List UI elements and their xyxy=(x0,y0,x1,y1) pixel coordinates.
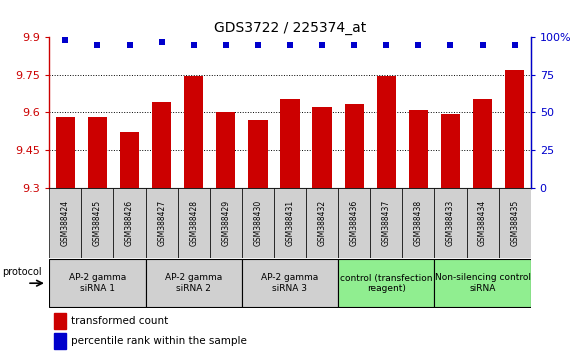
Bar xyxy=(441,114,460,188)
Text: GSM388432: GSM388432 xyxy=(318,200,327,246)
Point xyxy=(446,42,455,47)
Bar xyxy=(434,188,466,258)
Text: GSM388435: GSM388435 xyxy=(510,200,519,246)
Bar xyxy=(54,313,66,329)
Point xyxy=(93,42,102,47)
Bar xyxy=(338,259,434,307)
Bar xyxy=(345,104,364,188)
Text: GSM388425: GSM388425 xyxy=(93,200,102,246)
Bar xyxy=(376,76,396,188)
Bar xyxy=(177,188,210,258)
Text: GSM388428: GSM388428 xyxy=(189,200,198,246)
Bar xyxy=(120,132,139,188)
Text: GSM388426: GSM388426 xyxy=(125,200,134,246)
Text: GSM388434: GSM388434 xyxy=(478,200,487,246)
Text: AP-2 gamma
siRNA 2: AP-2 gamma siRNA 2 xyxy=(165,274,222,293)
Text: control (transfection
reagent): control (transfection reagent) xyxy=(340,274,433,293)
Text: GSM388438: GSM388438 xyxy=(414,200,423,246)
Text: AP-2 gamma
siRNA 1: AP-2 gamma siRNA 1 xyxy=(69,274,126,293)
Text: GSM388433: GSM388433 xyxy=(446,200,455,246)
Bar xyxy=(466,188,499,258)
Bar xyxy=(338,188,370,258)
Bar xyxy=(306,188,338,258)
Bar xyxy=(114,188,146,258)
Title: GDS3722 / 225374_at: GDS3722 / 225374_at xyxy=(214,21,366,35)
Bar xyxy=(216,113,235,188)
Bar xyxy=(146,259,242,307)
Point xyxy=(510,42,519,47)
Bar xyxy=(370,188,403,258)
Point xyxy=(253,42,263,47)
Bar xyxy=(49,259,146,307)
Bar xyxy=(248,120,267,188)
Bar xyxy=(184,76,204,188)
Point xyxy=(414,42,423,47)
Text: percentile rank within the sample: percentile rank within the sample xyxy=(71,336,247,346)
Text: Non-silencing control
siRNA: Non-silencing control siRNA xyxy=(434,274,531,293)
Bar xyxy=(146,188,177,258)
Text: GSM388437: GSM388437 xyxy=(382,200,391,246)
Bar xyxy=(56,118,75,188)
Bar xyxy=(409,110,428,188)
Text: GSM388429: GSM388429 xyxy=(222,200,230,246)
Bar xyxy=(49,188,81,258)
Bar xyxy=(152,102,171,188)
Point xyxy=(61,37,70,43)
Text: GSM388430: GSM388430 xyxy=(253,200,262,246)
Point xyxy=(221,42,230,47)
Point xyxy=(478,42,487,47)
Text: GSM388427: GSM388427 xyxy=(157,200,166,246)
Bar xyxy=(210,188,242,258)
Bar xyxy=(280,99,300,188)
Point xyxy=(189,42,198,47)
Bar xyxy=(434,259,531,307)
Bar xyxy=(54,333,66,349)
Text: GSM388436: GSM388436 xyxy=(350,200,358,246)
Bar xyxy=(499,188,531,258)
Bar xyxy=(473,99,492,188)
Text: transformed count: transformed count xyxy=(71,316,168,326)
Point xyxy=(317,42,327,47)
Bar xyxy=(242,188,274,258)
Bar xyxy=(313,107,332,188)
Bar xyxy=(274,188,306,258)
Point xyxy=(157,39,166,45)
Point xyxy=(285,42,295,47)
Bar xyxy=(403,188,434,258)
Text: protocol: protocol xyxy=(2,267,42,277)
Bar xyxy=(505,70,524,188)
Text: GSM388431: GSM388431 xyxy=(285,200,295,246)
Point xyxy=(350,42,359,47)
Point xyxy=(125,42,134,47)
Bar xyxy=(81,188,114,258)
Point xyxy=(382,42,391,47)
Text: AP-2 gamma
siRNA 3: AP-2 gamma siRNA 3 xyxy=(262,274,318,293)
Text: GSM388424: GSM388424 xyxy=(61,200,70,246)
Bar xyxy=(242,259,338,307)
Bar xyxy=(88,118,107,188)
